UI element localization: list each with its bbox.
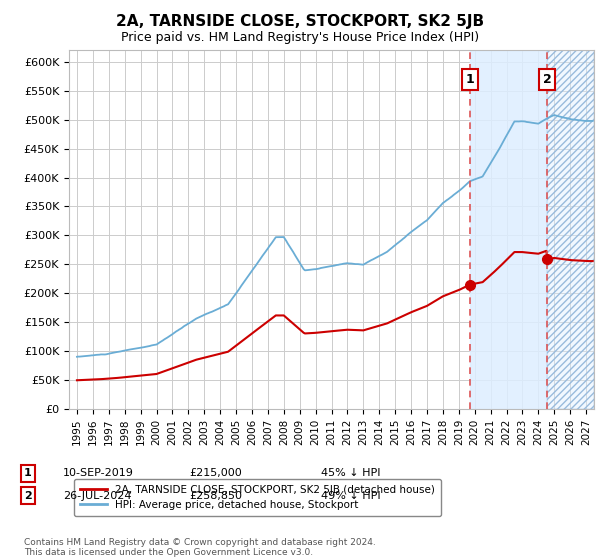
Text: 1: 1 [24,468,32,478]
Bar [547,50,594,409]
Text: Price paid vs. HM Land Registry's House Price Index (HPI): Price paid vs. HM Land Registry's House … [121,31,479,44]
Bar [470,50,547,409]
Text: 26-JUL-2024: 26-JUL-2024 [63,491,131,501]
Text: 1: 1 [466,73,474,86]
Text: 2: 2 [24,491,32,501]
Text: 2A, TARNSIDE CLOSE, STOCKPORT, SK2 5JB: 2A, TARNSIDE CLOSE, STOCKPORT, SK2 5JB [116,14,484,29]
Bar [547,50,594,409]
Text: 49% ↓ HPI: 49% ↓ HPI [321,491,380,501]
Text: 2: 2 [543,73,551,86]
Text: Contains HM Land Registry data © Crown copyright and database right 2024.
This d: Contains HM Land Registry data © Crown c… [24,538,376,557]
Text: 45% ↓ HPI: 45% ↓ HPI [321,468,380,478]
Text: £258,850: £258,850 [189,491,242,501]
Text: 10-SEP-2019: 10-SEP-2019 [63,468,134,478]
Legend: 2A, TARNSIDE CLOSE, STOCKPORT, SK2 5JB (detached house), HPI: Average price, det: 2A, TARNSIDE CLOSE, STOCKPORT, SK2 5JB (… [74,479,441,516]
Text: £215,000: £215,000 [189,468,242,478]
